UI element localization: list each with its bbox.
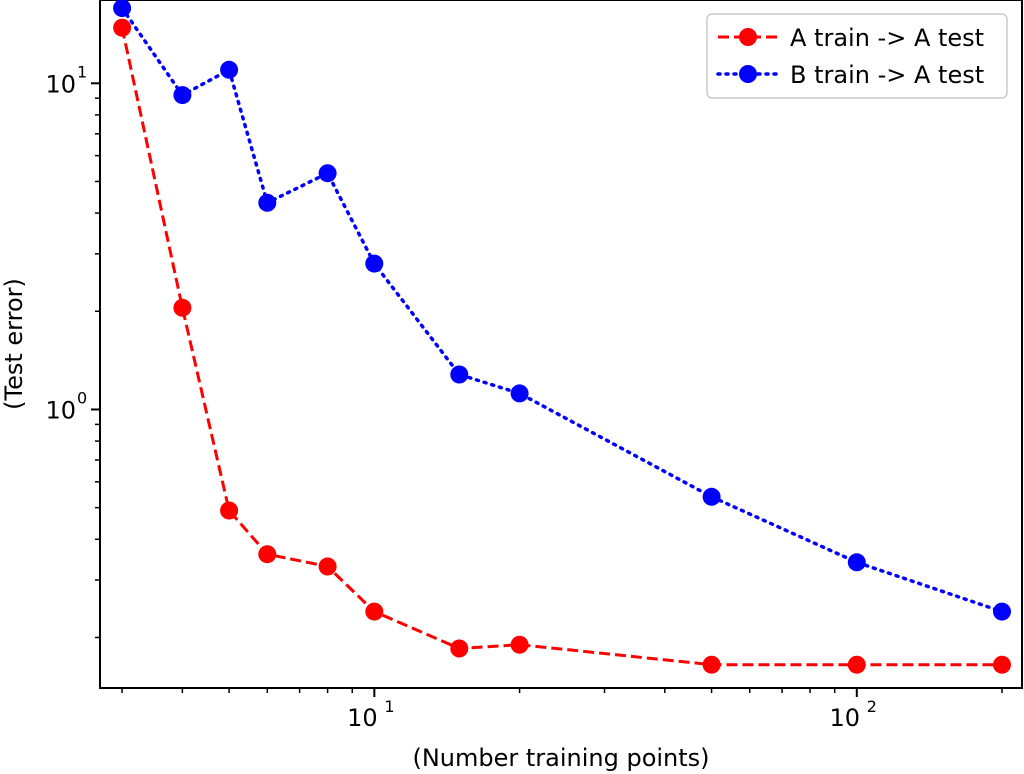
legend-label-a: A train -> A test (790, 24, 984, 52)
series-0-point (993, 655, 1011, 674)
y-tick-exponent: 1 (77, 62, 87, 81)
legend-marker-b (739, 65, 757, 83)
series-1-point (318, 164, 337, 183)
series-0-point (173, 298, 192, 317)
series-1-point (113, 0, 132, 18)
series-1-point (365, 254, 384, 273)
y-tick-label: 10 (45, 70, 76, 98)
x-tick-exponent: 2 (867, 697, 877, 716)
series-1-point (258, 193, 277, 212)
y-tick-label: 10 (45, 396, 76, 424)
series-0-point (113, 18, 132, 37)
legend-box (706, 13, 1008, 99)
y-tick-exponent: 0 (77, 388, 87, 407)
x-tick-exponent: 1 (384, 697, 394, 716)
plot-area (99, 0, 1023, 689)
x-tick-label: 10 (347, 704, 378, 732)
x-axis-label: (Number training points) (412, 744, 709, 772)
legend-label-b: B train -> A test (790, 61, 984, 89)
series-0-point (510, 635, 529, 654)
y-axis-label: (Test error) (0, 278, 28, 410)
series-0-point (847, 655, 866, 674)
series-0-point (365, 602, 384, 621)
series-0-point (450, 639, 469, 658)
legend: A train -> A test B train -> A test (706, 13, 1008, 99)
legend-marker-a (739, 28, 757, 46)
series-1-point (993, 602, 1011, 621)
series-1-point (847, 553, 866, 572)
series-0-point (318, 557, 337, 576)
x-axis-ticks: 10 1 10 2 (121, 688, 1003, 732)
series-1-point (220, 60, 239, 79)
x-tick-label: 10 (830, 704, 861, 732)
series-layer (113, 0, 1011, 674)
series-1-point (510, 384, 529, 403)
series-1-point (702, 487, 721, 506)
series-1-point (450, 365, 469, 384)
series-0-point (220, 501, 239, 520)
series-1-point (173, 86, 192, 105)
series-0-point (702, 655, 721, 674)
series-0-point (258, 545, 277, 564)
